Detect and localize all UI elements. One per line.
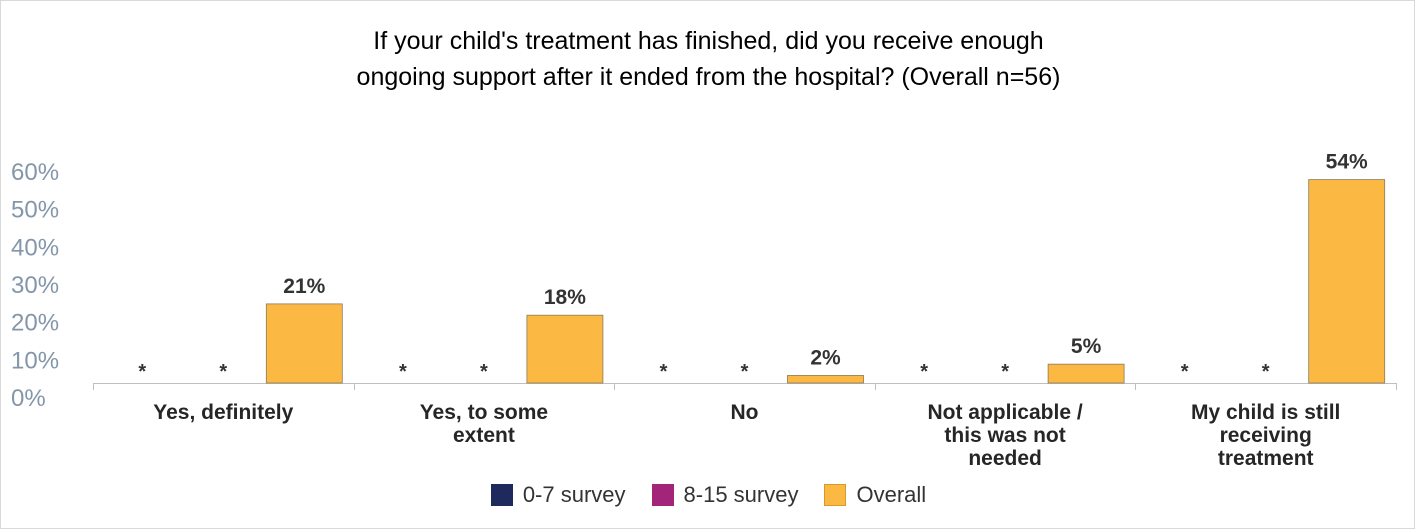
y-tick-label: 40%: [11, 234, 59, 261]
bar-value-label: 54%: [1326, 151, 1368, 174]
legend-label-0-7-survey: 0-7 survey: [522, 482, 626, 507]
category-label: My child is still: [1191, 401, 1340, 424]
bar-value-label: 5%: [1071, 335, 1102, 358]
bar: [526, 314, 604, 384]
category-label: receiving: [1220, 424, 1312, 447]
legend-swatch-overall: [824, 484, 847, 506]
bar: [787, 375, 864, 384]
suppressed-value-label: *: [660, 361, 668, 383]
bar-value-label: 2%: [810, 346, 841, 369]
legend: 0-7 survey 8-15 survey Overall: [1, 482, 1414, 508]
y-tick-label: 10%: [11, 347, 59, 374]
category-label: extent: [453, 424, 515, 447]
y-tick-label: 60%: [11, 159, 59, 186]
legend-swatch-0-7-survey: [490, 484, 513, 506]
suppressed-value-label: *: [1181, 361, 1189, 383]
suppressed-value-label: *: [399, 361, 407, 383]
legend-label-8-15-survey: 8-15 survey: [683, 482, 799, 507]
legend-swatch-8-15-survey: [651, 484, 674, 506]
suppressed-value-label: *: [1262, 361, 1270, 383]
suppressed-value-label: *: [920, 361, 928, 383]
suppressed-value-label: *: [219, 361, 227, 383]
chart-title-line-1: If your child's treatment has finished, …: [373, 27, 1044, 55]
category-label: Yes, definitely: [153, 401, 293, 424]
category-label: treatment: [1218, 447, 1314, 470]
suppressed-value-label: *: [1001, 361, 1009, 383]
category-label: Yes, to some: [420, 401, 548, 424]
y-tick-label: 0%: [11, 385, 46, 412]
legend-item-0-7-survey: 0-7 survey: [490, 482, 626, 508]
legend-item-overall: Overall: [824, 482, 926, 508]
category-label: this was not: [944, 424, 1065, 447]
chart-title: If your child's treatment has finished, …: [1, 23, 1414, 95]
category-label: No: [731, 401, 759, 424]
suppressed-value-label: *: [138, 361, 146, 383]
bar: [1308, 179, 1386, 384]
legend-label-overall: Overall: [856, 482, 927, 507]
y-tick-label: 50%: [11, 197, 59, 224]
suppressed-value-label: *: [741, 361, 749, 383]
bar: [1047, 363, 1125, 384]
y-tick-label: 30%: [11, 272, 59, 299]
y-tick-label: 20%: [11, 310, 59, 337]
bar-value-label: 21%: [283, 275, 325, 298]
category-label: Not applicable /: [927, 401, 1082, 424]
suppressed-value-label: *: [480, 361, 488, 383]
chart-title-line-2: ongoing support after it ended from the …: [356, 63, 1061, 91]
bar: [265, 303, 343, 384]
legend-item-8-15-survey: 8-15 survey: [651, 482, 799, 508]
bar-value-label: 18%: [544, 286, 586, 309]
category-label: needed: [968, 447, 1042, 470]
